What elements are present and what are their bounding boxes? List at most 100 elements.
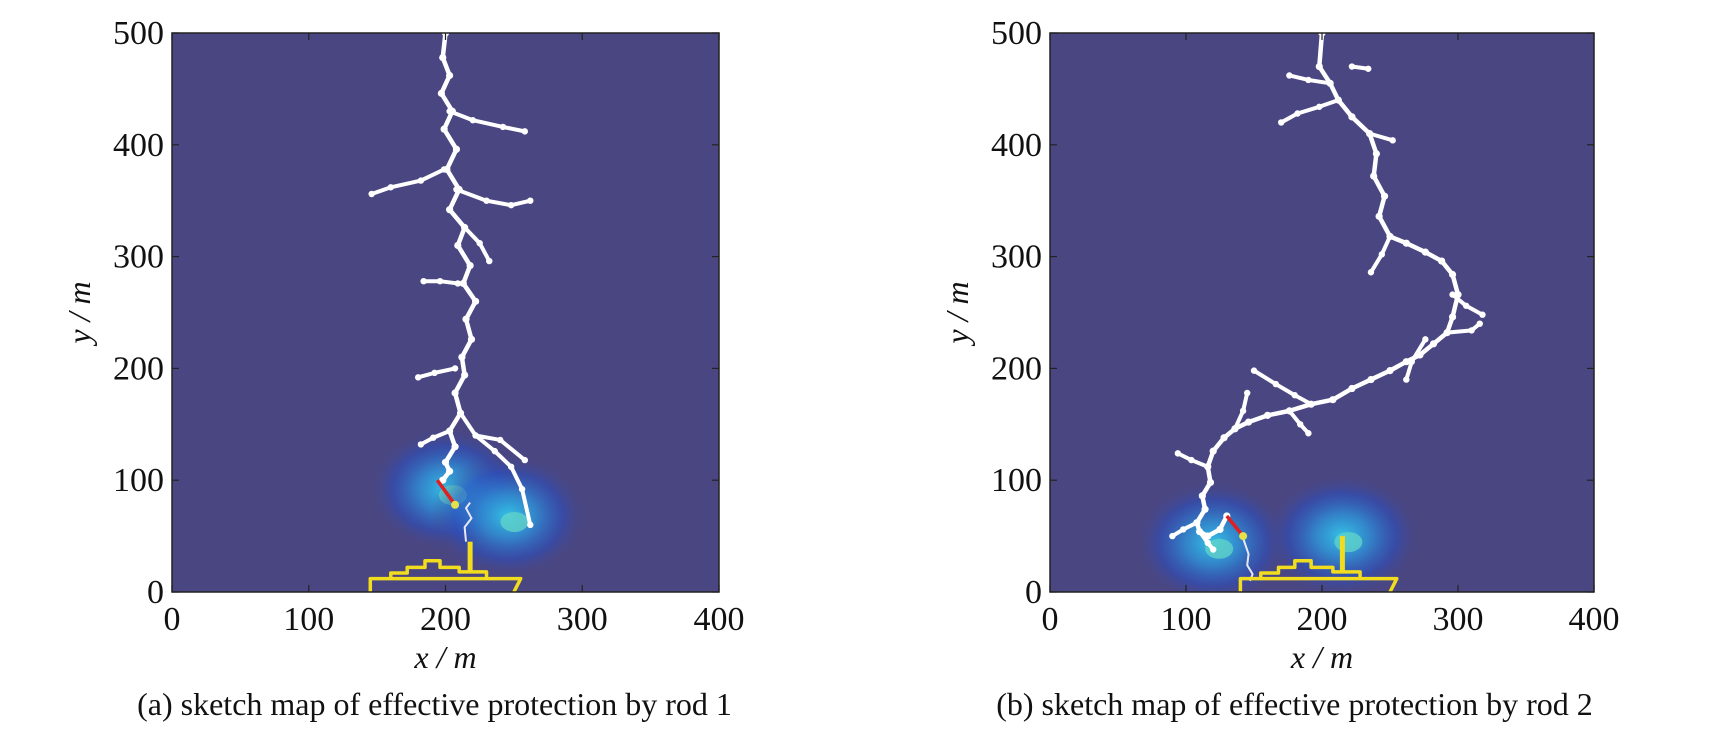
y-tick-label: 100 xyxy=(991,462,1042,499)
leader-node xyxy=(417,177,425,184)
caption-b: (b) sketch map of effective protection b… xyxy=(996,686,1593,722)
leader-node xyxy=(1380,192,1389,200)
leader-node xyxy=(1443,329,1451,337)
x-axis-label: x / m xyxy=(413,639,476,675)
x-tick-label: 200 xyxy=(420,601,471,638)
leader-node xyxy=(521,128,529,135)
ship-hull xyxy=(368,576,523,592)
leader-node xyxy=(462,315,470,323)
leader-node xyxy=(1370,172,1378,180)
leader-node xyxy=(455,185,463,194)
field-glow-core xyxy=(1334,532,1363,553)
leader-node xyxy=(1367,269,1375,276)
leader-node xyxy=(448,107,456,115)
leader-node xyxy=(1198,492,1206,500)
leader-node xyxy=(441,458,450,466)
leader-node xyxy=(1244,389,1251,397)
leader-node xyxy=(451,443,459,451)
leader-node xyxy=(451,389,459,397)
y-tick-label: 500 xyxy=(991,15,1042,52)
leader-node xyxy=(1216,525,1224,533)
upward-leader xyxy=(1242,538,1254,582)
ship-superstructure xyxy=(1259,558,1362,579)
strike-segment xyxy=(435,479,457,506)
leader-node xyxy=(459,279,467,288)
leader-node xyxy=(1375,212,1383,220)
leader-node xyxy=(446,467,454,475)
leader-node xyxy=(1206,478,1215,487)
x-tick-label: 0 xyxy=(1042,601,1059,638)
leader-node xyxy=(1449,291,1456,298)
leader-node xyxy=(368,190,375,198)
chart-a: 0 100 200 300 400 0 100 200 300 400 500 x / m y / m xyxy=(61,15,745,675)
leader-node xyxy=(1468,327,1475,334)
leader-node xyxy=(446,427,454,435)
leader-node xyxy=(466,261,474,270)
leader-node xyxy=(1285,407,1293,415)
field-glow-core xyxy=(1205,538,1234,559)
leader-branch xyxy=(369,167,447,196)
leader-node xyxy=(1201,505,1209,513)
leader-node xyxy=(1402,239,1410,247)
leader-node xyxy=(471,297,480,305)
leader-node xyxy=(1476,320,1483,327)
leader-node xyxy=(1366,130,1374,138)
leader-node xyxy=(1454,291,1462,299)
leader-node xyxy=(1220,434,1228,442)
leader-node xyxy=(431,369,438,377)
leader-node xyxy=(472,432,479,439)
plot-area xyxy=(1135,33,1486,592)
leader-node xyxy=(439,53,447,62)
leader-node xyxy=(521,456,529,464)
plot-area xyxy=(368,33,587,592)
leader-node xyxy=(1305,76,1312,84)
leader-node xyxy=(456,409,465,417)
x-tick-label: 300 xyxy=(557,601,608,638)
strike-point xyxy=(1239,532,1248,541)
y-axis-label: y / m xyxy=(939,281,975,346)
leader-node xyxy=(491,447,498,455)
leader-node xyxy=(1239,407,1247,415)
upward-leader xyxy=(463,501,473,542)
leader-node xyxy=(429,434,437,441)
leader-node xyxy=(420,277,427,285)
leader-node xyxy=(1403,376,1410,383)
leader-node xyxy=(1196,528,1204,536)
y-tick-label: 200 xyxy=(113,350,164,387)
y-axis-label: y / m xyxy=(61,281,97,346)
leader-node xyxy=(1244,418,1253,426)
y-tick-label: 0 xyxy=(1025,574,1042,611)
field-glow-core xyxy=(500,511,529,532)
leader-node xyxy=(483,197,490,204)
leader-node xyxy=(1329,396,1337,404)
y-tick-label: 400 xyxy=(991,127,1042,164)
leader-node xyxy=(1448,313,1457,321)
leader-node xyxy=(1348,63,1356,70)
leader-node xyxy=(414,374,422,381)
leader-node xyxy=(440,125,448,133)
chart-b: 0 100 200 300 400 0 100 200 300 400 500 x / m y / m xyxy=(939,15,1620,675)
x-tick-label: 100 xyxy=(1161,601,1212,638)
leader-node xyxy=(1174,450,1182,457)
leader-node xyxy=(1264,411,1272,419)
leader-node xyxy=(1348,384,1356,393)
leader-node xyxy=(1291,392,1298,399)
leader-node xyxy=(1372,150,1380,158)
y-tick-label: 200 xyxy=(991,350,1042,387)
field-glow xyxy=(1264,474,1421,592)
leader-node xyxy=(387,184,394,191)
leader-node xyxy=(1438,257,1446,265)
leader-branch xyxy=(454,187,533,208)
leader-node xyxy=(1462,302,1470,309)
leader-node xyxy=(1416,351,1424,359)
leader-node xyxy=(461,371,469,379)
leader-node xyxy=(1193,519,1201,527)
leader-branch xyxy=(1367,131,1395,143)
leader-node xyxy=(507,201,515,209)
leader-node xyxy=(1386,367,1394,375)
leader-node xyxy=(1402,358,1410,366)
leader-node xyxy=(436,277,444,285)
x-tick-label: 200 xyxy=(1297,601,1348,638)
leader-node xyxy=(1209,447,1217,455)
leader-node xyxy=(486,257,493,265)
